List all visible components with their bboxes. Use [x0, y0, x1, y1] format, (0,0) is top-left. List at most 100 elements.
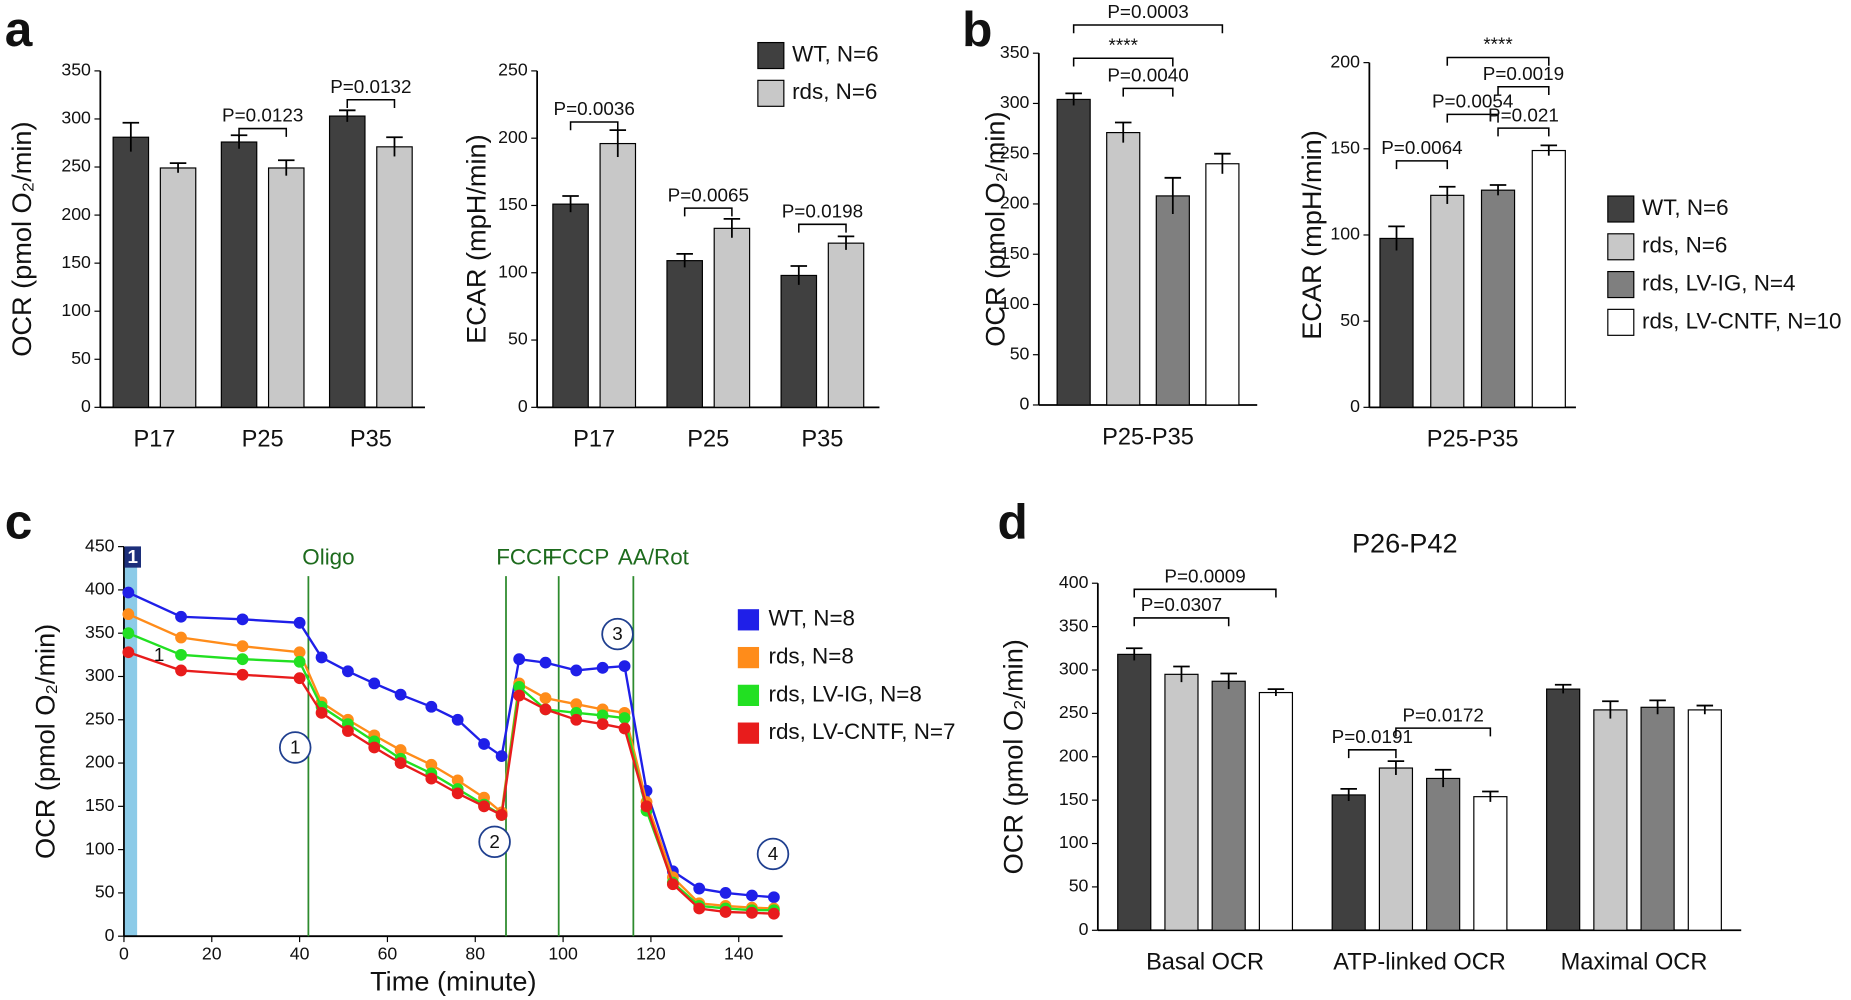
data-point: [236, 653, 249, 666]
x-tick-label: P17: [133, 427, 175, 453]
bar: [552, 203, 589, 408]
x-tick-label: P17: [573, 427, 615, 453]
y-tick-label: 0: [1350, 396, 1360, 416]
y-tick-label: 200: [1000, 193, 1030, 213]
legend-label: WT, N=6: [792, 41, 879, 66]
y-tick-label: 50: [95, 882, 115, 902]
bar: [1106, 131, 1141, 406]
significance-label: P=0.0009: [1164, 566, 1245, 587]
highlight-band: [123, 546, 138, 937]
significance-bracket: [683, 207, 733, 217]
y-axis-title: OCR (pmol O₂/min): [997, 639, 1028, 874]
legend-label: rds, N=8: [768, 644, 853, 669]
significance-bracket: [238, 127, 288, 137]
bar: [1211, 680, 1246, 931]
legend-swatch: [737, 609, 760, 631]
y-tick-label: 200: [1330, 51, 1360, 71]
y-tick-label: 0: [81, 396, 91, 416]
y-tick-label: 400: [85, 579, 115, 599]
x-tick-label: 100: [548, 944, 578, 964]
x-tick-label: P25: [687, 427, 729, 453]
significance-label: P=0.0064: [1381, 138, 1462, 159]
annotation-circle: [756, 837, 790, 871]
data-point: [236, 613, 249, 626]
legend-swatch: [757, 41, 785, 70]
data-point: [539, 656, 552, 669]
y-tick-label: 150: [85, 795, 115, 815]
bar: [780, 274, 818, 408]
annotation-box: [124, 546, 141, 568]
data-point: [539, 703, 552, 716]
data-point: [175, 610, 187, 623]
annotation-label: 4: [768, 844, 779, 865]
y-axis-title: ECAR (mpH/min): [460, 134, 491, 344]
bar: [827, 242, 865, 408]
x-tick-label: ATP-linked OCR: [1333, 950, 1506, 976]
data-point: [175, 664, 187, 677]
significance-bracket: [1122, 87, 1174, 97]
bar: [1430, 194, 1465, 408]
data-point: [425, 700, 438, 713]
y-tick-label: 100: [1000, 293, 1030, 313]
bar: [1687, 709, 1722, 931]
data-point: [570, 664, 583, 677]
data-point: [293, 672, 306, 685]
bar: [1473, 796, 1508, 931]
significance-label: P=0.0040: [1107, 66, 1188, 87]
bar: [1426, 777, 1461, 931]
data-point: [122, 586, 135, 599]
bar: [376, 146, 413, 408]
significance-label: P=0.0172: [1402, 705, 1483, 726]
data-point: [122, 608, 135, 621]
data-point: [719, 887, 732, 899]
legend-label: rds, LV-CNTF, N=10: [1642, 308, 1841, 333]
significance-bracket: [1446, 56, 1550, 66]
data-point: [236, 640, 249, 653]
bar: [599, 142, 637, 408]
legend-label: rds, LV-IG, N=8: [768, 681, 921, 706]
y-tick-label: 100: [1330, 224, 1360, 244]
y-tick-label: 350: [1059, 615, 1089, 635]
data-point: [570, 698, 583, 711]
legend-label: WT, N=6: [1642, 195, 1729, 220]
y-tick-label: 450: [85, 535, 115, 555]
bar: [1379, 237, 1414, 408]
bar: [1155, 195, 1190, 406]
data-point: [236, 668, 249, 681]
significance-label: P=0.0036: [554, 99, 635, 120]
event-label: Oligo: [302, 544, 354, 569]
significance-bracket: [1072, 24, 1224, 34]
legend-label: rds, N=6: [792, 79, 877, 104]
x-tick-label: P25: [242, 427, 284, 453]
data-point: [394, 688, 407, 701]
significance-label: ****: [1109, 35, 1139, 56]
data-point: [451, 787, 464, 800]
data-point: [478, 738, 490, 750]
data-point: [368, 741, 381, 754]
x-tick-label: 80: [465, 944, 485, 964]
data-point: [596, 718, 609, 730]
data-point: [746, 906, 758, 919]
data-point: [640, 800, 653, 813]
x-tick-label: P25-P35: [1102, 424, 1194, 450]
y-tick-label: 50: [1069, 876, 1089, 896]
legend-swatch: [737, 646, 760, 669]
data-point: [513, 689, 526, 702]
bar: [1546, 688, 1581, 931]
y-tick-label: 250: [61, 156, 91, 176]
legend-label: rds, LV-IG, N=4: [1642, 270, 1795, 295]
significance-label: P=0.0065: [668, 185, 749, 206]
significance-bracket: [1072, 57, 1174, 67]
significance-bracket: [569, 121, 619, 131]
data-point: [618, 722, 631, 735]
y-tick-label: 350: [61, 60, 91, 80]
legend-swatch: [757, 79, 785, 107]
legend-swatch: [737, 722, 760, 744]
data-point: [478, 800, 490, 813]
y-tick-label: 200: [498, 127, 528, 147]
y-tick-label: 100: [61, 300, 91, 320]
bar: [1378, 767, 1414, 931]
annotation-label: 1: [154, 645, 165, 666]
significance-bracket: [1497, 85, 1550, 96]
significance-bracket: [1395, 727, 1492, 737]
